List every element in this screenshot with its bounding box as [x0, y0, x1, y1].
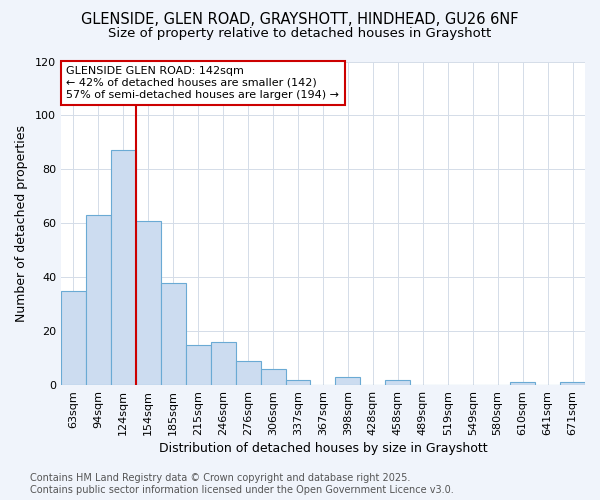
Bar: [86, 215, 111, 385]
Bar: [61, 290, 86, 385]
Text: Size of property relative to detached houses in Grayshott: Size of property relative to detached ho…: [109, 28, 491, 40]
Bar: [211, 342, 236, 385]
Bar: [335, 377, 361, 385]
Text: GLENSIDE GLEN ROAD: 142sqm
← 42% of detached houses are smaller (142)
57% of sem: GLENSIDE GLEN ROAD: 142sqm ← 42% of deta…: [66, 66, 339, 100]
Y-axis label: Number of detached properties: Number of detached properties: [15, 125, 28, 322]
Bar: [560, 382, 585, 385]
Bar: [186, 344, 211, 385]
Bar: [136, 220, 161, 385]
Bar: [385, 380, 410, 385]
Bar: [111, 150, 136, 385]
Bar: [260, 369, 286, 385]
Bar: [236, 361, 260, 385]
Bar: [510, 382, 535, 385]
Text: GLENSIDE, GLEN ROAD, GRAYSHOTT, HINDHEAD, GU26 6NF: GLENSIDE, GLEN ROAD, GRAYSHOTT, HINDHEAD…: [81, 12, 519, 28]
Bar: [161, 282, 186, 385]
Bar: [286, 380, 310, 385]
Text: Contains HM Land Registry data © Crown copyright and database right 2025.
Contai: Contains HM Land Registry data © Crown c…: [30, 474, 454, 495]
X-axis label: Distribution of detached houses by size in Grayshott: Distribution of detached houses by size …: [158, 442, 487, 455]
